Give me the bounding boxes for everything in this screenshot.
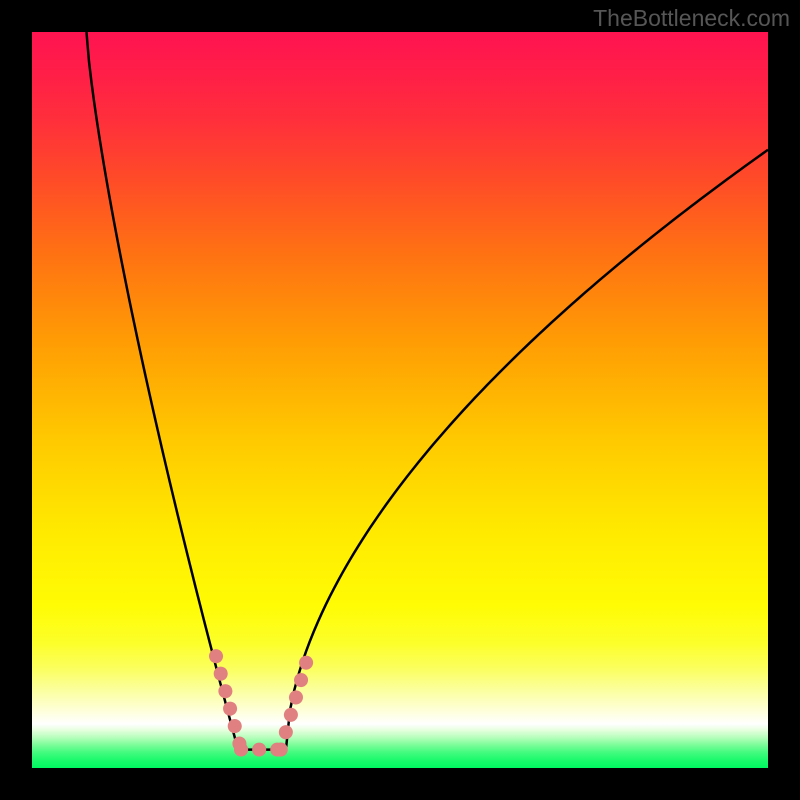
watermark-label: TheBottleneck.com	[593, 5, 790, 32]
gradient-background	[32, 32, 768, 768]
chart-container: TheBottleneck.com	[0, 0, 800, 800]
chart-svg	[32, 32, 768, 768]
plot-area	[32, 32, 768, 768]
